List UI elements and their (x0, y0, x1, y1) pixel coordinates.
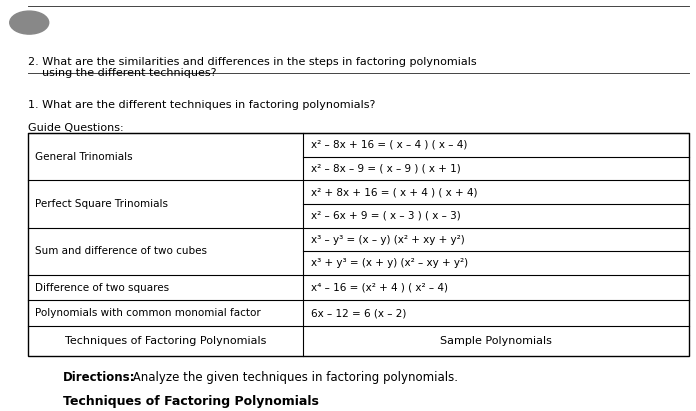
Text: x² – 6x + 9 = ( x – 3 ) ( x – 3): x² – 6x + 9 = ( x – 3 ) ( x – 3) (311, 211, 461, 221)
Text: Difference of two squares: Difference of two squares (35, 283, 169, 293)
Text: x² + 8x + 16 = ( x + 4 ) ( x + 4): x² + 8x + 16 = ( x + 4 ) ( x + 4) (311, 187, 477, 197)
Text: Directions:: Directions: (63, 371, 135, 384)
Text: General Trinomials: General Trinomials (35, 152, 132, 162)
Text: Perfect Square Trinomials: Perfect Square Trinomials (35, 199, 168, 209)
Text: x⁴ – 16 = (x² + 4 ) ( x² – 4): x⁴ – 16 = (x² + 4 ) ( x² – 4) (311, 283, 448, 293)
Circle shape (10, 11, 49, 34)
Text: Guide Questions:: Guide Questions: (28, 123, 123, 133)
Text: 2. What are the similarities and differences in the steps in factoring polynomia: 2. What are the similarities and differe… (28, 57, 477, 79)
Text: Polynomials with common monomial factor: Polynomials with common monomial factor (35, 308, 260, 318)
Text: Analyze the given techniques in factoring polynomials.: Analyze the given techniques in factorin… (129, 371, 458, 384)
Text: Sample Polynomials: Sample Polynomials (440, 336, 552, 346)
Text: x³ + y³ = (x + y) (x² – xy + y²): x³ + y³ = (x + y) (x² – xy + y²) (311, 258, 468, 268)
Bar (28, 133, 689, 356)
Text: 1. What are the different techniques in factoring polynomials?: 1. What are the different techniques in … (28, 100, 375, 110)
Text: x² – 8x + 16 = ( x – 4 ) ( x – 4): x² – 8x + 16 = ( x – 4 ) ( x – 4) (311, 140, 468, 150)
Text: Techniques of Factoring Polynomials: Techniques of Factoring Polynomials (63, 395, 319, 408)
Text: x² – 8x – 9 = ( x – 9 ) ( x + 1): x² – 8x – 9 = ( x – 9 ) ( x + 1) (311, 164, 461, 173)
Text: x³ – y³ = (x – y) (x² + xy + y²): x³ – y³ = (x – y) (x² + xy + y²) (311, 235, 465, 245)
Text: 6x – 12 = 6 (x – 2): 6x – 12 = 6 (x – 2) (311, 308, 406, 318)
Text: Techniques of Factoring Polynomials: Techniques of Factoring Polynomials (65, 336, 266, 346)
Text: Sum and difference of two cubes: Sum and difference of two cubes (35, 246, 207, 256)
